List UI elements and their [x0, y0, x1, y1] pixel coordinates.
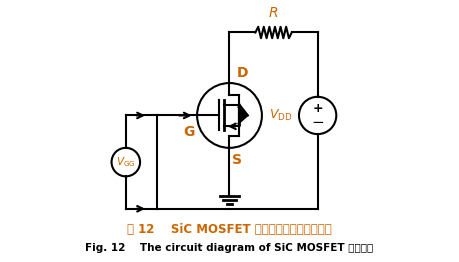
- Text: $R$: $R$: [269, 6, 279, 20]
- Text: $V_{\mathrm{GG}}$: $V_{\mathrm{GG}}$: [116, 155, 136, 169]
- Polygon shape: [239, 107, 248, 124]
- Text: $V_{\mathrm{DD}}$: $V_{\mathrm{DD}}$: [269, 108, 292, 123]
- Text: +: +: [312, 102, 323, 115]
- Text: D: D: [237, 67, 248, 80]
- Text: 图 12    SiC MOSFET 高温反偏试验电路示意图: 图 12 SiC MOSFET 高温反偏试验电路示意图: [127, 223, 332, 236]
- Text: −: −: [311, 115, 324, 130]
- Text: G: G: [183, 125, 195, 139]
- Text: S: S: [232, 153, 242, 167]
- Text: Fig. 12    The circuit diagram of SiC MOSFET 高温反偏: Fig. 12 The circuit diagram of SiC MOSFE…: [85, 243, 374, 253]
